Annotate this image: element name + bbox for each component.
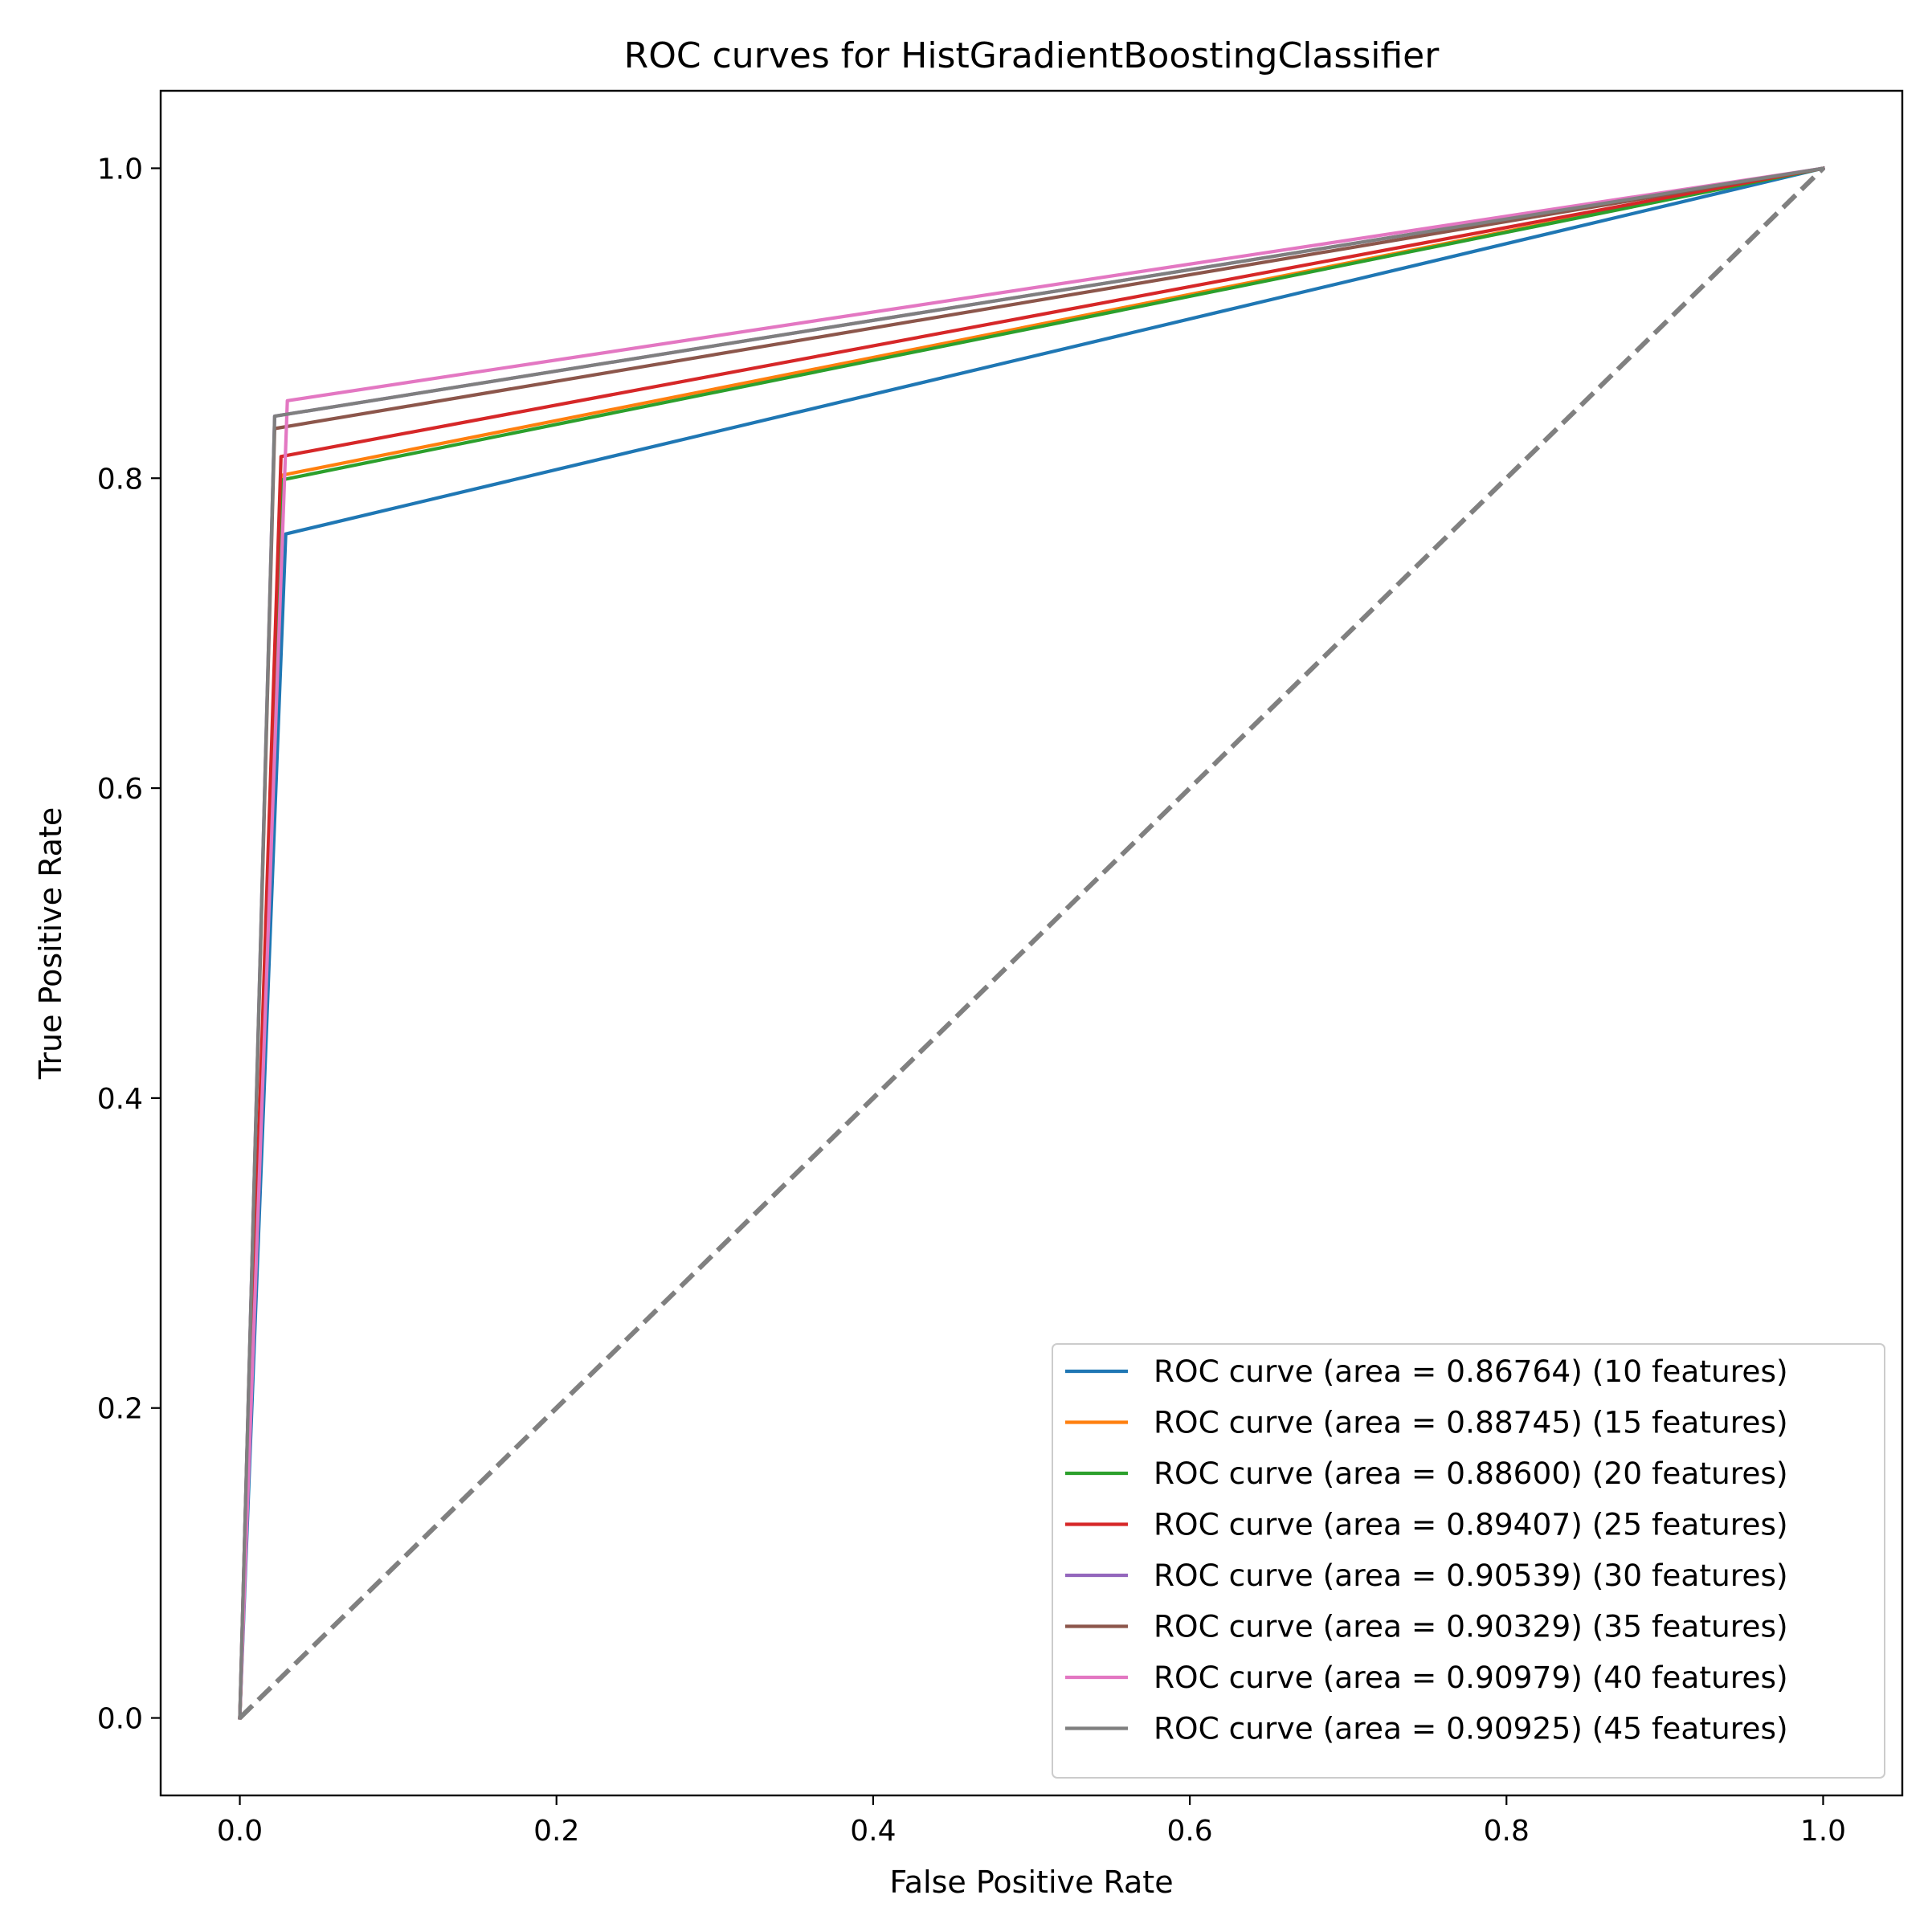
legend-label-1: ROC curve (area = 0.88745) (15 features): [1154, 1405, 1788, 1440]
x-tick-label: 0.4: [850, 1815, 896, 1848]
legend-box: [1052, 1343, 1885, 1779]
x-axis-label: False Positive Rate: [889, 1865, 1173, 1900]
legend-label-0: ROC curve (area = 0.86764) (10 features): [1154, 1354, 1788, 1389]
legend-label-2: ROC curve (area = 0.88600) (20 features): [1154, 1456, 1788, 1491]
chart-title: ROC curves for HistGradientBoostingClass…: [624, 35, 1440, 76]
y-tick-label: 0.0: [97, 1703, 143, 1736]
legend: ROC curve (area = 0.86764) (10 features)…: [1052, 1343, 1885, 1779]
legend-label-6: ROC curve (area = 0.90979) (40 features): [1154, 1660, 1788, 1695]
y-axis-label: True Positive Rate: [33, 807, 68, 1080]
curves-layer: [238, 165, 1826, 1720]
legend-label-7: ROC curve (area = 0.90925) (45 features): [1154, 1711, 1788, 1746]
x-tick-label: 0.6: [1166, 1815, 1212, 1848]
y-tick-label: 0.2: [97, 1393, 143, 1426]
y-tick-label: 1.0: [97, 153, 143, 186]
legend-label-4: ROC curve (area = 0.90539) (30 features): [1154, 1558, 1788, 1593]
x-tick-label: 0.0: [217, 1815, 263, 1848]
y-tick-label: 0.8: [97, 463, 143, 496]
legend-label-3: ROC curve (area = 0.89407) (25 features): [1154, 1507, 1788, 1542]
x-tick-label: 1.0: [1800, 1815, 1846, 1848]
chance-diagonal-line: [238, 166, 1825, 1720]
y-tick-label: 0.4: [97, 1083, 143, 1116]
legend-label-5: ROC curve (area = 0.90329) (35 features): [1154, 1609, 1788, 1644]
y-axis-ticks: 0.0 0.2 0.4 0.6 0.8 1.0: [97, 153, 161, 1736]
x-axis-ticks: 0.0 0.2 0.4 0.6 0.8 1.0: [217, 1795, 1846, 1848]
x-tick-label: 0.2: [533, 1815, 579, 1848]
x-tick-label: 0.8: [1484, 1815, 1530, 1848]
y-tick-label: 0.6: [97, 773, 143, 806]
roc-series-line-6: [238, 166, 1825, 1720]
roc-series-line-7: [238, 166, 1825, 1720]
plot-frame: [159, 89, 1904, 1797]
